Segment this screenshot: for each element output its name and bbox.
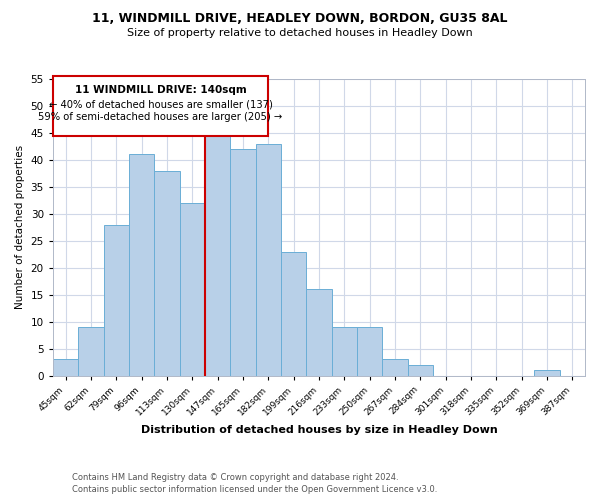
Bar xyxy=(306,290,332,376)
X-axis label: Distribution of detached houses by size in Headley Down: Distribution of detached houses by size … xyxy=(140,425,497,435)
Bar xyxy=(256,144,281,376)
Text: 59% of semi-detached houses are larger (205) →: 59% of semi-detached houses are larger (… xyxy=(38,112,283,122)
Y-axis label: Number of detached properties: Number of detached properties xyxy=(15,145,25,310)
Bar xyxy=(357,327,382,376)
Text: Size of property relative to detached houses in Headley Down: Size of property relative to detached ho… xyxy=(127,28,473,38)
FancyBboxPatch shape xyxy=(53,76,268,136)
Bar xyxy=(205,128,230,376)
Bar xyxy=(281,252,306,376)
Bar xyxy=(535,370,560,376)
Bar xyxy=(230,149,256,376)
Text: Contains HM Land Registry data © Crown copyright and database right 2024.: Contains HM Land Registry data © Crown c… xyxy=(72,472,398,482)
Text: 11, WINDMILL DRIVE, HEADLEY DOWN, BORDON, GU35 8AL: 11, WINDMILL DRIVE, HEADLEY DOWN, BORDON… xyxy=(92,12,508,26)
Bar xyxy=(382,360,407,376)
Bar xyxy=(154,170,179,376)
Bar xyxy=(407,365,433,376)
Bar xyxy=(53,360,78,376)
Text: ← 40% of detached houses are smaller (137): ← 40% of detached houses are smaller (13… xyxy=(49,100,272,110)
Bar xyxy=(129,154,154,376)
Text: 11 WINDMILL DRIVE: 140sqm: 11 WINDMILL DRIVE: 140sqm xyxy=(74,86,247,96)
Bar xyxy=(332,327,357,376)
Bar xyxy=(78,327,104,376)
Bar xyxy=(179,203,205,376)
Text: Contains public sector information licensed under the Open Government Licence v3: Contains public sector information licen… xyxy=(72,485,437,494)
Bar xyxy=(104,224,129,376)
